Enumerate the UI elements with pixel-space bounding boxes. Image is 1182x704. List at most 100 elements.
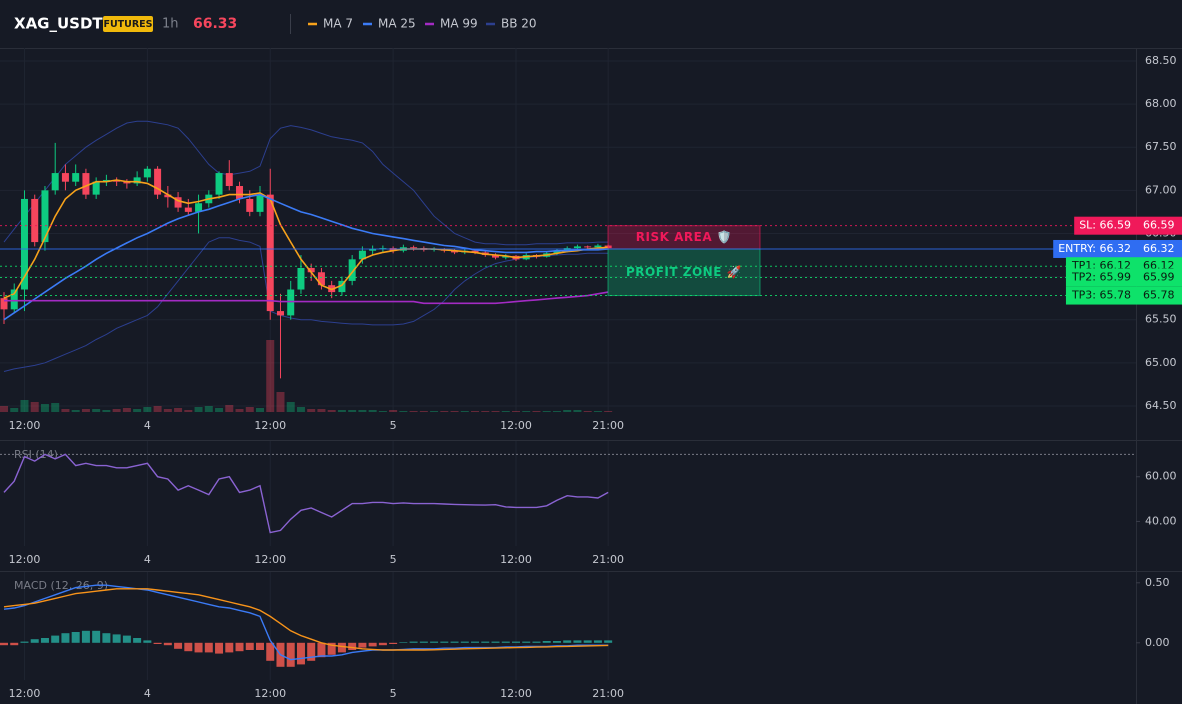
volume-bar: [215, 408, 224, 412]
volume-bar: [51, 403, 60, 412]
candle-body: [0, 298, 8, 310]
volume-bar: [573, 410, 582, 412]
volume-bar: [450, 411, 459, 412]
zone-label: RISK AREA 🛡️: [636, 230, 732, 244]
volume-bar: [358, 410, 367, 412]
symbol: XAG_USDT: [14, 15, 103, 33]
histogram-bar: [604, 640, 613, 643]
volume-bar: [0, 406, 8, 412]
histogram-bar: [481, 641, 490, 643]
candle-body: [102, 179, 110, 182]
candle-body: [61, 173, 69, 182]
volume-bar: [143, 407, 152, 412]
ma-line: [3, 193, 609, 321]
volume-bar: [194, 407, 203, 412]
candle-body: [164, 194, 172, 198]
histogram-bar: [81, 630, 90, 643]
badge: FUTURES: [103, 19, 152, 30]
candle-body: [123, 181, 131, 184]
volume-bar: [491, 411, 500, 412]
level-label: ENTRY: 66.32: [1058, 242, 1131, 255]
histogram-bar: [174, 642, 183, 649]
volume-bar: [542, 411, 551, 412]
candle-body: [31, 198, 39, 243]
volume-bar: [532, 411, 541, 412]
histogram-bar: [235, 642, 244, 652]
x-tick-label: 12:00: [254, 553, 286, 566]
x-tick-label: 5: [390, 687, 397, 700]
histogram-bar: [133, 638, 142, 643]
candle-body: [236, 186, 244, 199]
histogram-bar: [583, 640, 592, 643]
candle-body: [133, 177, 141, 184]
histogram-bar: [153, 642, 162, 644]
volume-bar: [266, 340, 275, 412]
volume-bar: [204, 406, 213, 412]
candle-body: [10, 289, 18, 310]
volume-bar: [419, 411, 428, 412]
indicator-line: [3, 584, 609, 661]
bb-upper: [3, 120, 609, 246]
histogram-bar: [245, 642, 254, 650]
histogram-bar: [0, 642, 8, 646]
x-tick-label: 4: [144, 553, 151, 566]
candle-body: [307, 267, 315, 273]
candle-body: [594, 245, 602, 248]
histogram-bar: [532, 641, 541, 643]
histogram-bar: [112, 634, 121, 643]
level-value: 66.32: [1143, 242, 1175, 255]
volume-bar: [40, 404, 49, 412]
volume-bar: [20, 400, 29, 412]
level-value: 66.59: [1143, 219, 1175, 232]
level-badge: [1053, 239, 1182, 258]
volume-bar: [225, 405, 234, 412]
histogram-bar: [419, 641, 428, 643]
level-label: SL: 66.59: [1079, 219, 1131, 232]
x-tick-label: 12:00: [254, 419, 286, 432]
x-tick-label: 4: [144, 419, 151, 432]
volume-bar: [71, 410, 80, 412]
x-tick-label: 12:00: [9, 687, 41, 700]
volume-bar: [61, 409, 70, 412]
pane-title: MACD (12, 26, 9): [14, 579, 108, 592]
histogram-bar: [471, 641, 480, 643]
volume-bar: [102, 410, 111, 412]
volume-bar: [317, 409, 326, 412]
x-tick-label: 12:00: [500, 553, 532, 566]
candle-body: [287, 289, 295, 316]
volume-bar: [337, 410, 346, 412]
histogram-bar: [563, 640, 572, 643]
candle-body: [92, 181, 100, 195]
volume-bar: [92, 409, 101, 412]
x-tick-label: 4: [144, 687, 151, 700]
y-tick-label: 68.00: [1145, 97, 1177, 110]
volume-bar: [153, 406, 162, 412]
histogram-bar: [286, 642, 295, 667]
volume-bar: [378, 411, 387, 412]
x-tick-label: 12:00: [9, 553, 41, 566]
candle-body: [195, 203, 203, 212]
level-label: TP3: 65.78: [1071, 289, 1131, 302]
x-tick-label: 21:00: [592, 687, 624, 700]
zone-label: PROFIT ZONE 🚀: [626, 265, 742, 279]
candle-body: [246, 198, 254, 212]
bb-lower: [3, 237, 609, 372]
volume-bar: [368, 410, 377, 412]
candle-body: [471, 250, 479, 253]
volume-bar: [133, 409, 142, 412]
histogram-bar: [348, 642, 357, 650]
volume-bar: [552, 411, 561, 412]
x-tick-label: 12:00: [500, 687, 532, 700]
volume-bar: [348, 410, 357, 412]
x-tick-label: 12:00: [9, 419, 41, 432]
candle-body: [225, 173, 233, 187]
volume-bar: [112, 409, 121, 412]
volume-bar: [245, 407, 254, 412]
legend-label: MA 7: [323, 17, 353, 31]
volume-bar: [184, 410, 193, 412]
interval[interactable]: 1h: [162, 17, 179, 32]
histogram-bar: [296, 642, 305, 665]
candle-body: [348, 259, 356, 281]
